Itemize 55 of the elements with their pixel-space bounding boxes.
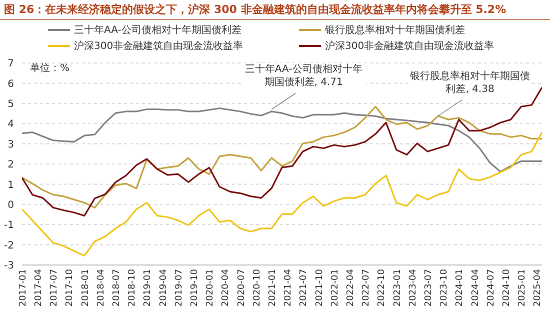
- x-tick-label: 2023-10: [440, 268, 450, 307]
- x-tick-label: 2024-10: [502, 268, 512, 307]
- legend-label: 三十年AA-公司债相对十年期国债利差: [74, 24, 242, 37]
- x-tick-label: 2022-01: [330, 269, 340, 307]
- legend-label: 沪深300非金融建筑自由现金流收益率: [325, 40, 494, 53]
- y-tick-label: 4: [8, 119, 14, 130]
- x-tick-label: 2025-04: [533, 268, 544, 307]
- line-series: [22, 106, 542, 208]
- x-tick-label: 2017-04: [34, 268, 44, 307]
- x-tick-label: 2025-01: [518, 269, 528, 307]
- x-tick-label: 2023-07: [424, 269, 434, 307]
- x-tick-label: 2020-10: [252, 268, 262, 307]
- x-tick-label: 2018-10: [128, 268, 138, 307]
- x-tick-label: 2024-07: [486, 269, 496, 307]
- x-tick-label: 2019-10: [190, 268, 200, 307]
- legend-label: 沪深300非金融建筑自由现金流收益率: [74, 40, 244, 53]
- chart-title: 图 26：在未来经济稳定的假设之下，沪深 300 非金融建筑的自由现金流收益率年内将会攀升至 5.2%: [0, 0, 550, 20]
- y-tick-label: 1: [8, 180, 14, 191]
- y-tick-label: 6: [8, 78, 14, 90]
- x-tick-label: 2024-04: [470, 268, 481, 307]
- x-tick-label: 2017-01: [18, 269, 28, 307]
- x-tick-label: 2020-07: [236, 269, 247, 307]
- x-tick-label: 2022-10: [377, 268, 388, 307]
- x-tick-label: 2023-01: [392, 269, 403, 307]
- x-tick-label: 2021-10: [314, 268, 325, 307]
- x-tick-label: 2021-04: [284, 268, 294, 307]
- x-tick-label: 2017-07: [50, 269, 60, 307]
- x-tick-label: 2018-04: [96, 268, 106, 307]
- x-tick-label: 2021-07: [299, 269, 310, 307]
- x-tick-label: 2022-04: [346, 268, 356, 307]
- x-tick-label: 2023-04: [408, 268, 418, 307]
- y-tick-label: -2: [4, 240, 14, 252]
- x-tick-label: 2020-04: [221, 268, 232, 307]
- y-tick-label: 2: [8, 160, 14, 171]
- x-tick-label: 2019-04: [158, 268, 169, 307]
- x-tick-label: 2019-07: [174, 269, 184, 307]
- x-tick-label: 2021-01: [268, 269, 278, 307]
- x-tick-label: 2022-07: [362, 269, 372, 307]
- x-tick-label: 2024-01: [455, 269, 466, 307]
- y-tick-label: 0: [8, 200, 14, 211]
- x-tick-label: 2017-10: [65, 268, 76, 307]
- y-tick-label: -3: [4, 260, 14, 272]
- x-tick-label: 2018-01: [80, 269, 91, 307]
- legend-label: 银行股息率相对十年期国债利差: [325, 24, 465, 37]
- x-tick-label: 2020-01: [206, 269, 216, 307]
- y-tick-label: 7: [8, 58, 14, 70]
- x-tick-label: 2018-07: [112, 269, 122, 307]
- y-tick-label: -1: [4, 220, 14, 232]
- y-tick-label: 3: [8, 139, 14, 150]
- annotation: 三十年AA-公司债相对十年期国债利差, 4.71: [242, 63, 366, 90]
- x-tick-label: 2019-01: [143, 269, 154, 307]
- y-tick-label: 5: [8, 98, 14, 110]
- annotation: 银行股息率相对十年期国债利差, 4.38: [408, 70, 532, 96]
- annotation: 单位：%: [30, 62, 70, 75]
- line-series: [22, 131, 542, 257]
